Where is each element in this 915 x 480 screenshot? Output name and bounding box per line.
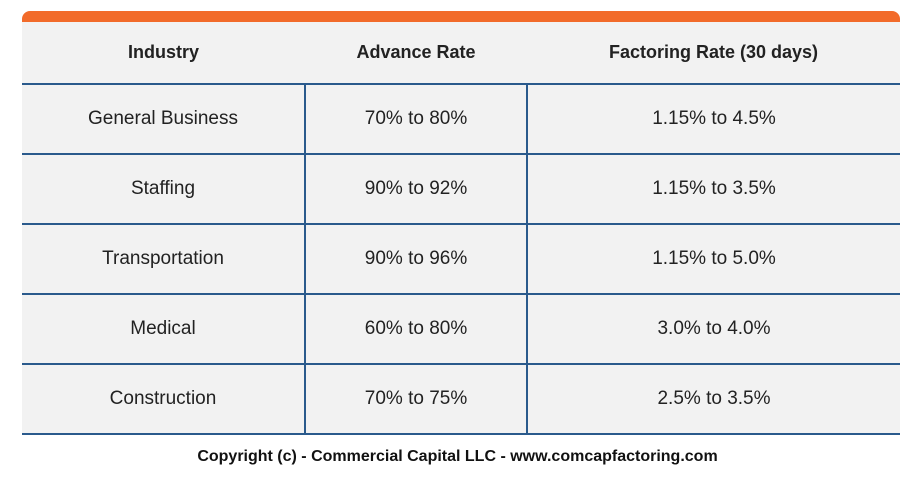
table-body: General Business 70% to 80% 1.15% to 4.5% S… (22, 84, 900, 435)
table-row: Transportation 90% to 96% 1.15% to 5.0% (22, 224, 900, 295)
table-cell: 3.0% to 4.0% (526, 294, 900, 365)
footer: Copyright (c) - Commercial Capital LLC -… (197, 448, 718, 465)
table-cell: Medical (22, 294, 305, 365)
table-cell: 1.15% to 3.5% (526, 154, 900, 225)
table-cell: Staffing (22, 154, 305, 225)
header-cell: Advance Rate (305, 22, 527, 85)
table-cell: 1.15% to 4.5% (526, 84, 900, 155)
rates-table: Industry Advance Rate Factoring Rate (30 d… (22, 22, 900, 435)
table-cell: General Business (22, 84, 305, 155)
table-row: Staffing 90% to 92% 1.15% to 3.5% (22, 154, 900, 225)
table-cell: 70% to 75% (304, 364, 527, 435)
table-cell: 90% to 92% (304, 154, 527, 225)
table-cell: 60% to 80% (304, 294, 527, 365)
table-cell: 70% to 80% (304, 84, 527, 155)
table-cell: Construction (22, 364, 305, 435)
table-row: General Business 70% to 80% 1.15% to 4.5% (22, 84, 900, 155)
table-row: Medical 60% to 80% 3.0% to 4.0% (22, 294, 900, 365)
table-row: Construction 70% to 75% 2.5% to 3.5% (22, 364, 900, 435)
header-cell: Factoring Rate (30 days) (527, 22, 900, 85)
header-row: Industry Advance Rate Factoring Rate (30 d… (22, 22, 900, 85)
header-cell: Industry (22, 22, 305, 85)
accent-bar (22, 11, 900, 25)
table-cell: 90% to 96% (304, 224, 527, 295)
table-cell: 2.5% to 3.5% (526, 364, 900, 435)
table-cell: Transportation (22, 224, 305, 295)
table-cell: 1.15% to 5.0% (526, 224, 900, 295)
